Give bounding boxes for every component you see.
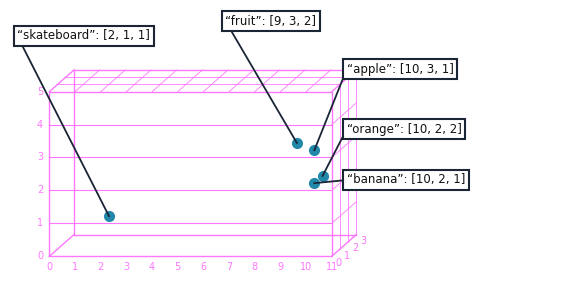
Text: 4: 4 bbox=[37, 119, 43, 130]
Text: 2: 2 bbox=[98, 262, 104, 272]
Text: 1: 1 bbox=[37, 218, 43, 228]
Text: “banana”: [10, 2, 1]: “banana”: [10, 2, 1] bbox=[347, 173, 465, 187]
Text: 0: 0 bbox=[46, 262, 53, 272]
Text: 5: 5 bbox=[37, 87, 43, 97]
Text: 10: 10 bbox=[300, 262, 312, 272]
Text: 2: 2 bbox=[37, 185, 43, 195]
Text: 11: 11 bbox=[325, 262, 338, 272]
Text: 2: 2 bbox=[352, 243, 358, 254]
Text: “fruit”: [9, 3, 2]: “fruit”: [9, 3, 2] bbox=[225, 14, 316, 28]
Text: 6: 6 bbox=[201, 262, 206, 272]
Text: 0: 0 bbox=[336, 258, 342, 268]
Text: “apple”: [10, 3, 1]: “apple”: [10, 3, 1] bbox=[347, 62, 454, 76]
Text: 1: 1 bbox=[344, 250, 350, 261]
Text: “orange”: [10, 2, 2]: “orange”: [10, 2, 2] bbox=[347, 122, 462, 136]
Text: 3: 3 bbox=[360, 236, 366, 246]
Text: 0: 0 bbox=[37, 251, 43, 261]
Text: “skateboard”: [2, 1, 1]: “skateboard”: [2, 1, 1] bbox=[17, 29, 150, 43]
Text: 8: 8 bbox=[252, 262, 258, 272]
Text: 3: 3 bbox=[37, 152, 43, 163]
Text: 5: 5 bbox=[175, 262, 181, 272]
Text: 4: 4 bbox=[149, 262, 155, 272]
Text: 9: 9 bbox=[277, 262, 284, 272]
Text: 3: 3 bbox=[123, 262, 129, 272]
Text: 7: 7 bbox=[226, 262, 232, 272]
Text: 1: 1 bbox=[72, 262, 78, 272]
